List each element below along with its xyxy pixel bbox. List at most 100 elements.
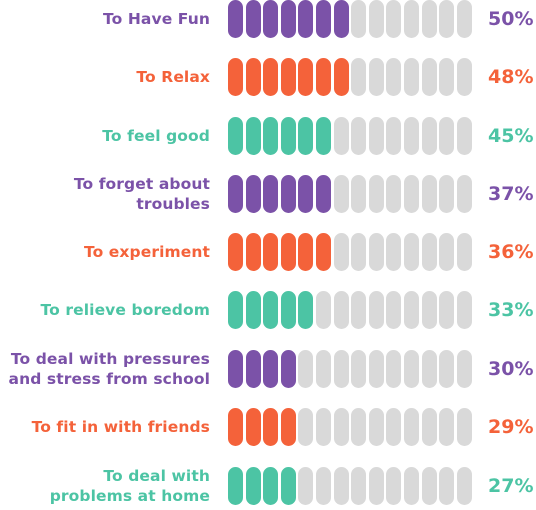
bar-segment-filled	[228, 0, 243, 38]
bar-segment-empty	[421, 175, 437, 213]
bar-segment-empty	[316, 350, 331, 388]
bar-segment-filled	[263, 175, 279, 213]
bar-segment-empty	[333, 350, 349, 388]
category-label: To experiment	[83, 243, 210, 261]
bar-segment-filled	[245, 350, 261, 388]
bar-segment-filled	[245, 58, 261, 96]
bar-segment-empty	[368, 233, 384, 271]
category-label: To feel good	[102, 127, 210, 145]
bar-segment-filled	[333, 0, 349, 38]
bar-segment-empty	[368, 117, 384, 155]
bar-segment-empty	[439, 175, 455, 213]
bar-segment-filled	[280, 117, 296, 155]
bar-segment-filled	[228, 408, 243, 446]
bar-segment-filled	[316, 58, 331, 96]
value-label: 27%	[488, 475, 534, 497]
bar-segment-empty	[439, 117, 455, 155]
bar-segment-empty	[351, 350, 367, 388]
bar-segment-filled	[263, 0, 279, 38]
chart-row: To fit in with friends 29%	[0, 408, 536, 446]
bar-segment-filled	[298, 291, 314, 329]
chart-row: To experiment 36%	[0, 233, 536, 271]
bar-segment-empty	[368, 467, 384, 505]
category-label: To fit in with friends	[31, 418, 210, 436]
bar-segment-empty	[439, 291, 455, 329]
bar-segment-empty	[298, 408, 314, 446]
bar-segment-empty	[298, 350, 314, 388]
bar-segment-empty	[439, 58, 455, 96]
bar-segment-empty	[333, 117, 349, 155]
bar-segment-filled	[263, 58, 279, 96]
bar-segment-empty	[386, 58, 402, 96]
bar-segment-empty	[316, 408, 331, 446]
chart-row: To deal with pressures and stress from s…	[0, 350, 536, 388]
bar-segment-filled	[298, 0, 314, 38]
category-label: To deal with problems at home	[49, 467, 210, 505]
bar-segment-filled	[333, 58, 349, 96]
bar-segment-filled	[280, 291, 296, 329]
bar-segment-empty	[404, 117, 419, 155]
bar-segment-filled	[245, 0, 261, 38]
category-label: To forget about troubles	[73, 175, 210, 213]
value-label: 37%	[488, 183, 534, 205]
value-label: 29%	[488, 416, 534, 438]
bar-segment-empty	[439, 233, 455, 271]
bar-segment-empty	[368, 58, 384, 96]
bar-segment-empty	[456, 0, 472, 38]
bar-segment-empty	[421, 0, 437, 38]
chart-row: To deal with problems at home 27%	[0, 467, 536, 505]
bar-segment-empty	[333, 467, 349, 505]
chart-row: To feel good 45%	[0, 117, 536, 155]
bar-segment-filled	[298, 233, 314, 271]
chart-row: To forget about troubles 37%	[0, 175, 536, 213]
bar-segment-empty	[386, 408, 402, 446]
bar-segment-filled	[280, 58, 296, 96]
bar-segment-filled	[280, 350, 296, 388]
bar-segment-empty	[298, 467, 314, 505]
bar-segment-empty	[421, 117, 437, 155]
bar-segment-empty	[368, 408, 384, 446]
bar-segment-filled	[245, 233, 261, 271]
bar-segment-filled	[245, 408, 261, 446]
bar-segment-filled	[245, 117, 261, 155]
bar-segment-empty	[421, 58, 437, 96]
bar-segment-empty	[456, 350, 472, 388]
bar-segment-empty	[351, 175, 367, 213]
bar-segment-filled	[263, 291, 279, 329]
bar-segment-empty	[333, 175, 349, 213]
bar-segment-filled	[228, 467, 243, 505]
bar-segment-empty	[333, 233, 349, 271]
value-label: 33%	[488, 299, 534, 321]
bar-segment-empty	[421, 291, 437, 329]
value-label: 45%	[488, 125, 534, 147]
bar-segment-empty	[316, 467, 331, 505]
bar-segment-filled	[228, 350, 243, 388]
bar-segment-filled	[263, 117, 279, 155]
bar-segment-filled	[298, 58, 314, 96]
bar-segment-empty	[386, 467, 402, 505]
bar-segment-empty	[404, 175, 419, 213]
category-label: To relieve boredom	[40, 301, 210, 319]
bar-segment-empty	[351, 0, 367, 38]
bar-segment-filled	[280, 408, 296, 446]
bar-segment-filled	[263, 350, 279, 388]
value-label: 50%	[488, 8, 534, 30]
bar-segment-filled	[245, 175, 261, 213]
bar-segment-empty	[404, 467, 419, 505]
category-label: To Have Fun	[103, 10, 210, 28]
bar-segment-empty	[351, 117, 367, 155]
bar-segment-filled	[228, 233, 243, 271]
bar-segment-empty	[368, 291, 384, 329]
chart-row: To relieve boredom 33%	[0, 291, 536, 329]
bar-segment-filled	[298, 117, 314, 155]
bar-segment-empty	[439, 408, 455, 446]
bar-segment-empty	[386, 175, 402, 213]
value-label: 36%	[488, 241, 534, 263]
bar-segment-empty	[404, 291, 419, 329]
bar-segment-empty	[439, 350, 455, 388]
bar-segment-filled	[245, 467, 261, 505]
bar-segment-empty	[456, 175, 472, 213]
bar-segment-empty	[404, 58, 419, 96]
bar-segment-filled	[280, 233, 296, 271]
